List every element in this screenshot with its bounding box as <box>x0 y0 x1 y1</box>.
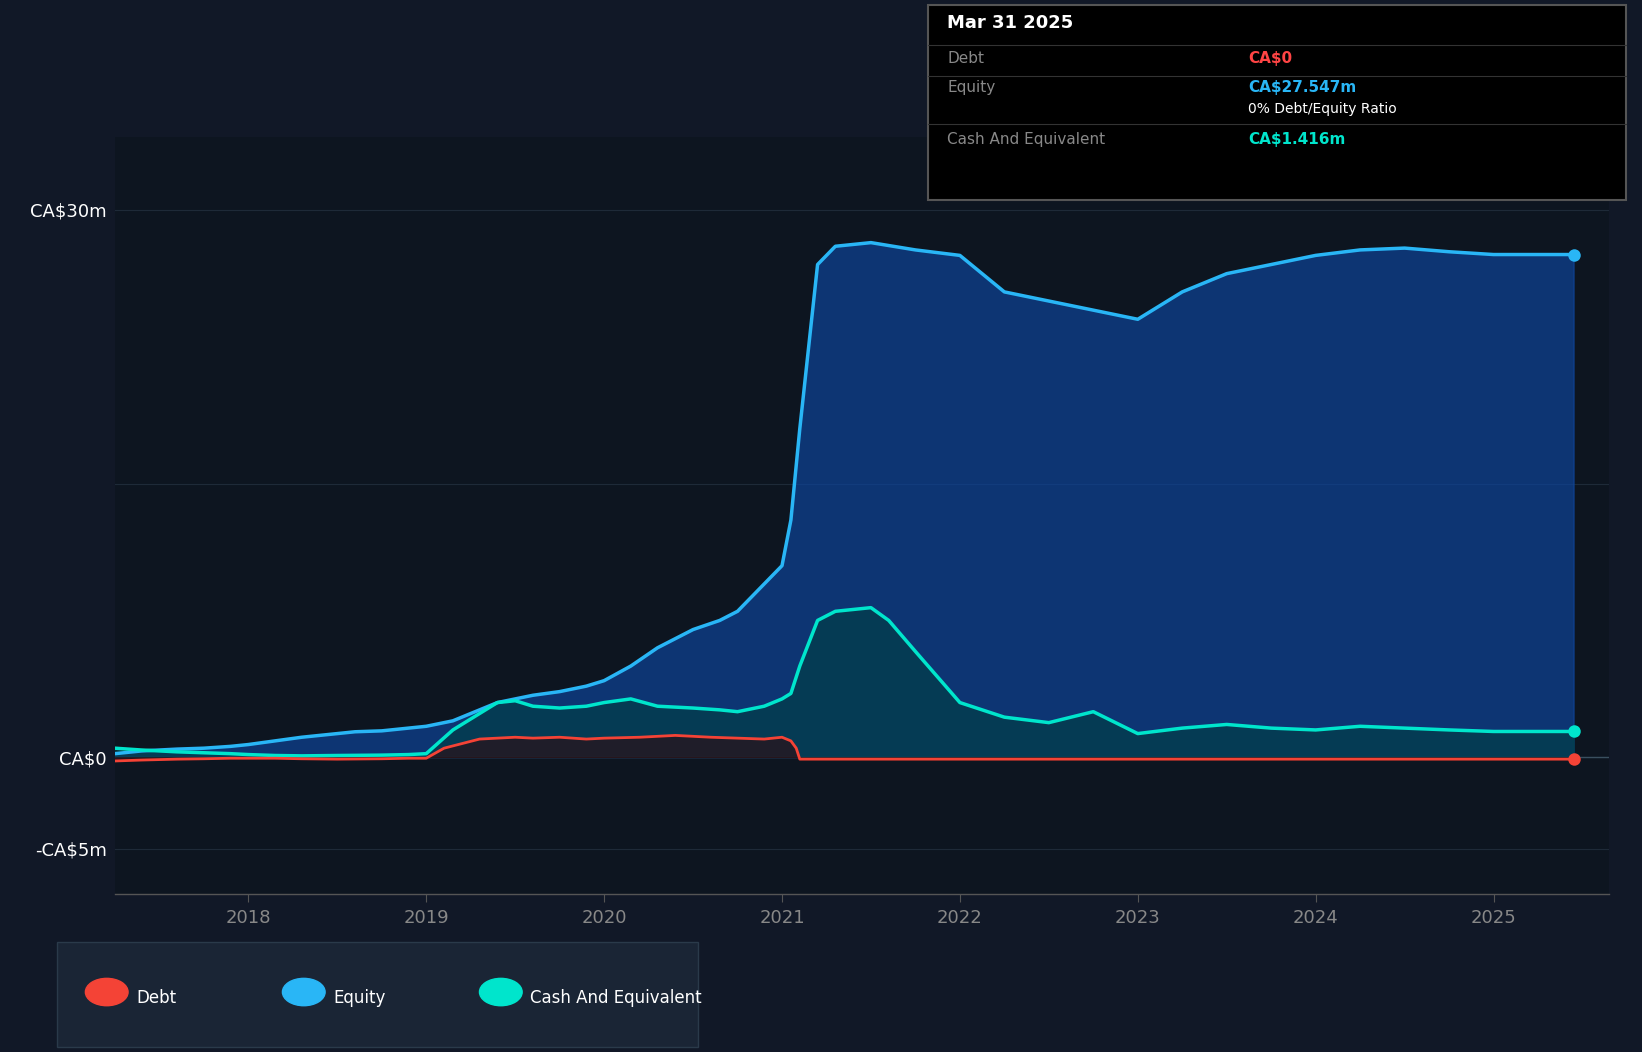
Text: CA$27.547m: CA$27.547m <box>1248 80 1356 95</box>
Text: Debt: Debt <box>136 989 176 1008</box>
Text: Debt: Debt <box>947 52 985 66</box>
Text: Cash And Equivalent: Cash And Equivalent <box>947 133 1105 147</box>
Text: Equity: Equity <box>333 989 386 1008</box>
Text: 0% Debt/Equity Ratio: 0% Debt/Equity Ratio <box>1248 102 1397 116</box>
Text: Cash And Equivalent: Cash And Equivalent <box>530 989 703 1008</box>
Text: Mar 31 2025: Mar 31 2025 <box>947 15 1074 33</box>
Text: CA$0: CA$0 <box>1248 52 1292 66</box>
Text: CA$1.416m: CA$1.416m <box>1248 133 1345 147</box>
Text: Equity: Equity <box>947 80 995 95</box>
